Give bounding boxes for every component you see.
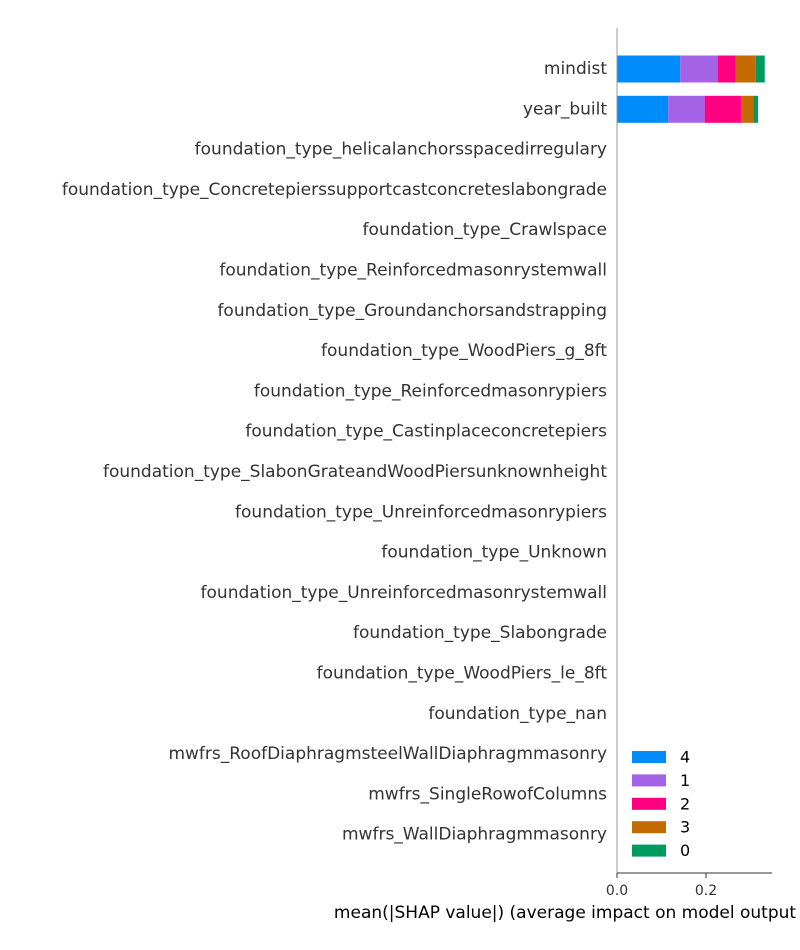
- feature-label: foundation_type_Crawlspace: [363, 220, 607, 240]
- feature-label: mindist: [544, 59, 607, 79]
- feature-label: foundation_type_WoodPiers_g_8ft: [321, 341, 607, 361]
- feature-label: foundation_type_Slabongrade: [353, 623, 607, 643]
- feature-label: mwfrs_RoofDiaphragmsteelWallDiaphragmmas…: [168, 744, 607, 764]
- bar-segment: [617, 95, 669, 123]
- legend-label: 1: [680, 771, 690, 790]
- bar-segment: [704, 95, 742, 123]
- feature-label: foundation_type_WoodPiers_le_8ft: [317, 664, 608, 684]
- feature-label: foundation_type_Castinplaceconcretepiers: [245, 422, 607, 442]
- x-ticks: 0.0 0.2: [606, 873, 717, 899]
- feature-label: foundation_type_nan: [428, 704, 607, 724]
- bar-segment: [735, 55, 756, 83]
- feature-label: foundation_type_SlabonGrateandWoodPiersu…: [103, 462, 607, 482]
- feature-label: mwfrs_SingleRowofColumns: [368, 784, 607, 804]
- feature-label: foundation_type_helicalanchorsspacedirre…: [195, 140, 607, 160]
- x-axis-label: mean(|SHAP value|) (average impact on mo…: [334, 903, 800, 923]
- bar-segment: [753, 95, 759, 123]
- legend-swatch: [632, 844, 666, 857]
- feature-label: mwfrs_WallDiaphragmmasonry: [342, 825, 607, 845]
- feature-label: foundation_type_Unknown: [381, 543, 607, 563]
- legend-swatch: [632, 821, 666, 834]
- x-tick-label: 0.2: [695, 883, 717, 899]
- legend-label: 2: [680, 794, 690, 813]
- legend-label: 4: [680, 748, 690, 767]
- bar-segment: [617, 55, 681, 83]
- feature-labels: mindist year_built foundation_type_helical…: [62, 59, 607, 845]
- feature-label: foundation_type_Unreinforcedmasonrypiers: [235, 502, 607, 522]
- legend-label: 3: [680, 818, 690, 837]
- bar-segment: [741, 95, 754, 123]
- legend-swatch: [632, 751, 666, 763]
- bar-segment: [680, 55, 719, 83]
- x-tick-label: 0.0: [606, 883, 628, 899]
- feature-label: foundation_type_Reinforcedmasonrystemwal…: [219, 261, 607, 281]
- legend-swatch: [632, 774, 666, 787]
- bar-segment: [668, 95, 705, 123]
- feature-label: foundation_type_Unreinforcedmasonrystemw…: [201, 583, 607, 603]
- feature-label: foundation_type_Reinforcedmasonrypiers: [254, 381, 607, 401]
- bars-layer: [617, 55, 765, 123]
- legend-label: 0: [680, 841, 690, 860]
- legend-swatch: [632, 797, 666, 810]
- feature-label: foundation_type_Groundanchorsandstrappin…: [217, 301, 607, 321]
- feature-label: year_built: [523, 99, 607, 119]
- legend: 4 1 2 3 0: [632, 748, 690, 860]
- bar-segment: [718, 55, 736, 83]
- bar-segment: [755, 55, 765, 83]
- feature-label: foundation_type_Concretepierssupportcast…: [62, 180, 607, 200]
